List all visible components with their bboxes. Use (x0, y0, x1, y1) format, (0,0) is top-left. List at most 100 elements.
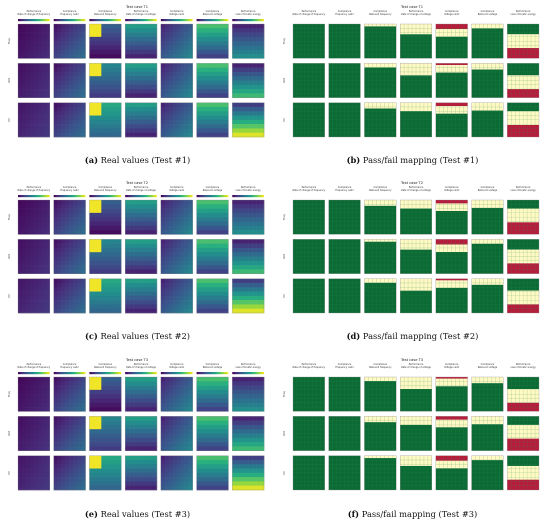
column-title: Rate of change of frequency (293, 13, 326, 16)
column-title: Performance (241, 10, 256, 13)
heatmap-cell (160, 102, 193, 138)
caption-c: (c) Real values (Test #2) (84, 331, 191, 341)
heatmap-cell (17, 23, 51, 59)
heatmap-cell (17, 239, 51, 274)
row-label: Freq (282, 38, 286, 44)
column-title: Rate of change of voltage (126, 366, 156, 369)
column-title: Frequency nadir (335, 13, 354, 16)
heatmap-cell (124, 416, 158, 451)
heatmap-cell (196, 416, 229, 451)
column-title: Loss of kinetic energy (236, 189, 262, 192)
column-title: Rate of change of frequency (18, 366, 51, 369)
heatmap-cell (292, 102, 325, 138)
column-title: Performance (516, 186, 531, 189)
column-title: Performance (302, 363, 317, 366)
column-title: Rate of change of frequency (293, 366, 326, 369)
heatmap-cell (124, 23, 158, 59)
heatmap-cell (232, 278, 265, 314)
heatmap-cell (399, 455, 433, 491)
heatmap-cell (124, 239, 158, 274)
heatmap-cell (232, 199, 265, 235)
heatmap-cell (53, 455, 86, 491)
heatmap-cell (292, 376, 325, 412)
heatmap-cell (399, 102, 433, 138)
row-label: PV (7, 471, 11, 475)
column-title: Rebound frequency (369, 366, 392, 369)
heatmap-cell (232, 102, 265, 138)
heatmap-cell (364, 102, 397, 138)
heatmap-cell (471, 416, 504, 451)
row-label: Freq (7, 214, 11, 220)
colorbar (53, 195, 86, 198)
heatmap-cell (53, 278, 86, 314)
column-title: Performance (516, 10, 531, 13)
column-title: Rebound voltage (203, 189, 223, 192)
heatmap-cell (328, 416, 361, 451)
heatmap-cell (328, 23, 361, 59)
heatmap-cell (328, 376, 361, 412)
panel-title: Test case T3 (125, 358, 148, 362)
heatmap-cell (160, 376, 193, 412)
panel-title: Test case T3 (400, 358, 423, 362)
caption-e: (e) Real values (Test #3) (84, 509, 191, 519)
column-title: Performance (409, 363, 424, 366)
caption-a: (a) Real values (Test #1) (84, 155, 191, 165)
colorbar (18, 195, 50, 198)
column-title: Performance (516, 363, 531, 366)
column-title: Compliance (481, 186, 495, 189)
column-title: Compliance (445, 186, 459, 189)
heatmap-cell (507, 416, 540, 451)
heatmap-cell (399, 23, 433, 59)
row-label: Volt (282, 78, 286, 83)
heatmap-cell (196, 239, 229, 274)
row-label: Freq (282, 214, 286, 220)
heatmap-cell (160, 63, 193, 98)
column-title: Compliance (99, 186, 113, 189)
heatmap-cell (53, 376, 86, 412)
row-label: Volt (282, 254, 286, 259)
heatmap-cell (471, 23, 504, 59)
heatmap-cell (232, 63, 265, 98)
row-label: Freq (7, 38, 11, 44)
colorbar (125, 195, 157, 198)
column-title: Performance (134, 186, 149, 189)
column-title: Performance (27, 186, 42, 189)
row-label: Freq (282, 391, 286, 397)
heatmap-cell (89, 239, 122, 274)
column-title: Compliance (338, 186, 352, 189)
column-title: Rate of change of voltage (401, 189, 431, 192)
heatmap-cell (471, 102, 504, 138)
column-title: Rate of change of frequency (18, 189, 51, 192)
heatmap-cell (364, 455, 397, 491)
heatmap-cell (435, 455, 468, 491)
colorbar (196, 372, 229, 375)
heatmap-cell (124, 278, 158, 314)
heatmap-cell (507, 23, 540, 59)
row-label: PV (282, 118, 286, 122)
column-title: Voltage nadir (444, 189, 459, 192)
heatmap-cell (196, 63, 229, 98)
heatmap-cell (399, 416, 433, 451)
column-title: Voltage nadir (169, 13, 184, 16)
column-title: Loss of kinetic energy (236, 13, 262, 16)
heatmap-cell (17, 376, 51, 412)
column-title: Compliance (63, 186, 77, 189)
heatmap-cell (471, 376, 504, 412)
heatmap-cell (507, 63, 540, 98)
column-title: Compliance (374, 363, 388, 366)
column-title: Rebound frequency (94, 189, 117, 192)
heatmap-cell (328, 63, 361, 98)
column-title: Compliance (338, 10, 352, 13)
heatmap-cell (17, 416, 51, 451)
column-title: Compliance (170, 10, 184, 13)
column-title: Rebound frequency (369, 189, 392, 192)
column-title: Compliance (481, 10, 495, 13)
colorbar (53, 19, 86, 22)
column-title: Performance (409, 10, 424, 13)
heatmap-cell (507, 376, 540, 412)
column-title: Rate of change of voltage (126, 189, 156, 192)
heatmap-cell (399, 63, 433, 98)
heatmap-cell (399, 278, 433, 314)
